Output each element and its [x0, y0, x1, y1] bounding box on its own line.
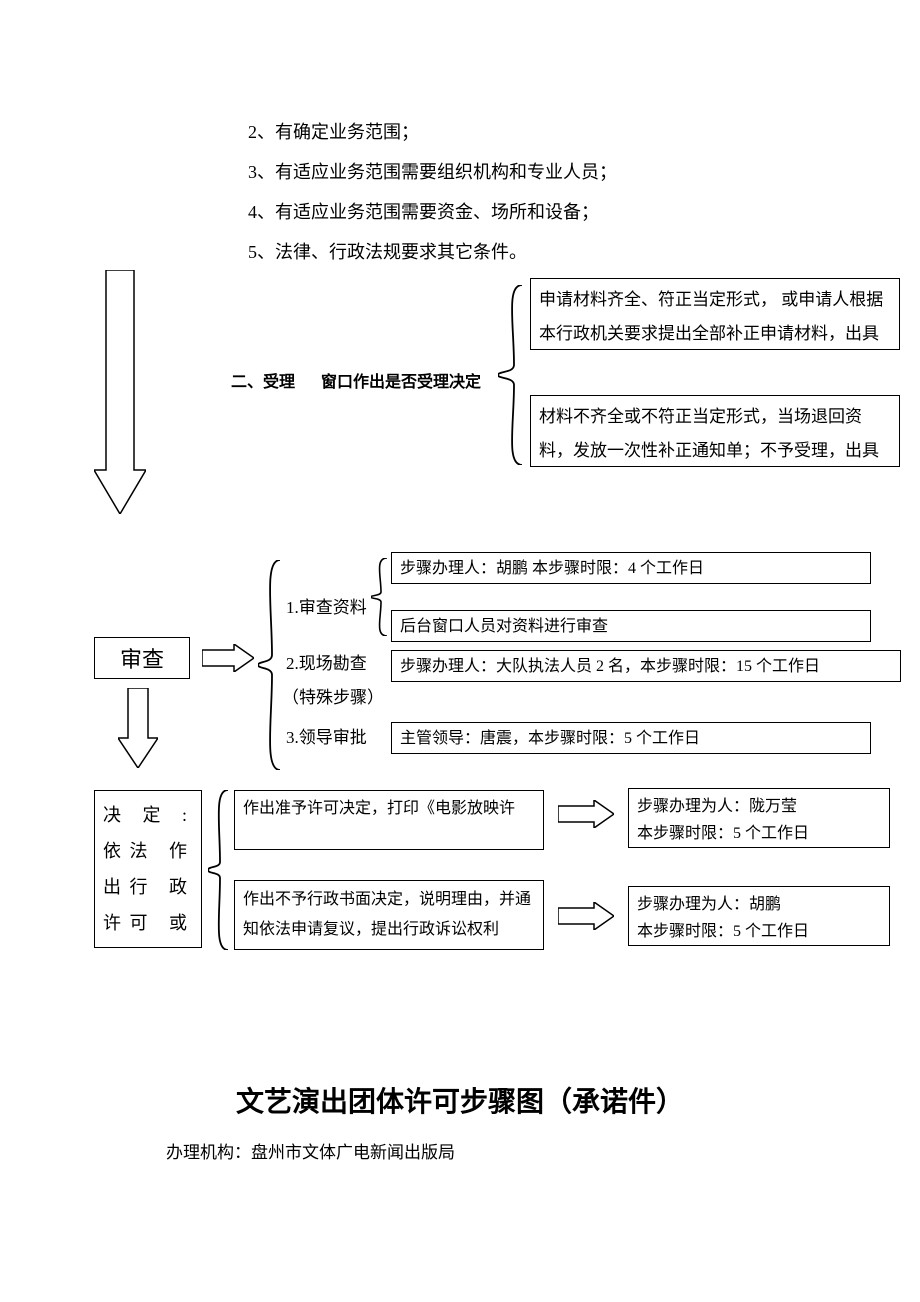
review-step3-box: 主管领导：唐震，本步骤时限：5 个工作日 — [391, 722, 871, 754]
down-arrow-icon — [94, 270, 146, 514]
review-step1-label: 1.审查资料 — [286, 594, 367, 621]
decision-node: 决 定 :依法 作 出行 政 许可 或 不 — [94, 790, 202, 948]
condition-3: 3、有适应业务范围需要组织机构和专业人员； — [248, 158, 617, 187]
right-arrow-icon — [202, 644, 254, 672]
review-step1-bottom-box: 后台窗口人员对资料进行审查 — [391, 610, 871, 642]
decision-deny-handler: 步骤办理为人：胡鹏 — [637, 891, 881, 918]
condition-2: 2、有确定业务范围； — [248, 118, 419, 147]
acceptance-accept-box: 申请材料齐全、符正当定形式， 或申请人根据本行政机关要求提出全部补正申请材料，出… — [530, 278, 900, 350]
decision-deny-time: 本步骤时限：5 个工作日 — [637, 918, 881, 945]
acceptance-main: 窗口作出是否受理决定 — [321, 370, 481, 396]
acceptance-reject-box: 材料不齐全或不符正当定形式，当场退回资料，发放一次性补正通知单；不予受理，出具《… — [530, 395, 900, 467]
review-step2-label: 2.现场勘查 — [286, 650, 367, 677]
review-step2-box: 步骤办理人：大队执法人员 2 名，本步骤时限：15 个工作日 — [391, 650, 901, 682]
decision-grant-handler: 步骤办理为人：陇万莹 — [637, 793, 881, 820]
decision-grant-time: 本步骤时限：5 个工作日 — [637, 820, 881, 847]
review-step2-sub: （特殊步骤） — [282, 684, 384, 711]
footer-subtitle: 办理机构：盘州市文体广电新闻出版局 — [166, 1138, 455, 1163]
right-arrow-grant-icon — [558, 800, 614, 828]
brace-decision-icon — [208, 790, 228, 950]
condition-5: 5、法律、行政法规要求其它条件。 — [248, 238, 527, 267]
flowchart-page: 2、有确定业务范围； 3、有适应业务范围需要组织机构和专业人员； 4、有适应业务… — [0, 0, 920, 1302]
review-step3-label: 3.领导审批 — [286, 724, 367, 751]
decision-deny-handler-box: 步骤办理为人：胡鹏 本步骤时限：5 个工作日 — [628, 886, 890, 946]
decision-grant-line1: 作出准予许可决定，打印《电影放映许 — [243, 800, 515, 817]
brace-review-icon — [258, 560, 280, 770]
review-step1-top-box: 步骤办理人：胡鹏 本步骤时限：4 个工作日 — [391, 552, 871, 584]
decision-grant-handler-box: 步骤办理为人：陇万莹 本步骤时限：5 个工作日 — [628, 788, 890, 848]
decision-deny-box: 作出不予行政书面决定，说明理由，并通知依法申请复议，提出行政诉讼权利 — [234, 880, 544, 950]
condition-4: 4、有适应业务范围需要资金、场所和设备； — [248, 198, 599, 227]
brace-step1-icon — [371, 558, 387, 636]
brace-acceptance-icon — [498, 285, 522, 465]
down-arrow-small-icon — [118, 688, 158, 768]
acceptance-prefix: 二、受理 — [231, 370, 295, 396]
decision-grant-box: 作出准予许可决定，打印《电影放映许 — [234, 790, 544, 850]
footer-title: 文艺演出团体许可步骤图（承诺件） — [0, 1080, 920, 1120]
right-arrow-deny-icon — [558, 902, 614, 930]
review-node: 审查 — [94, 637, 190, 679]
